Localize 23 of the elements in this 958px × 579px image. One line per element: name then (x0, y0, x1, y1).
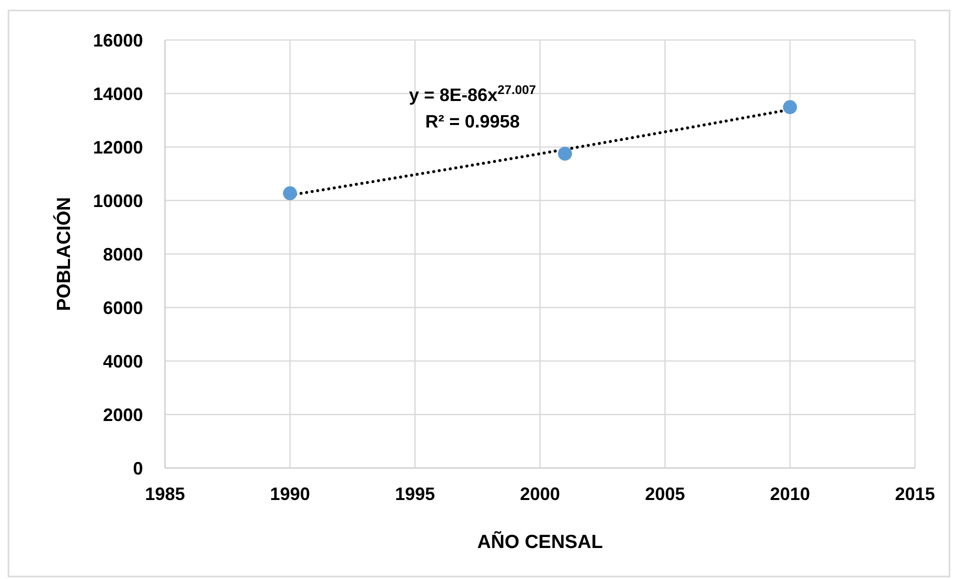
y-tick-label: 0 (132, 458, 143, 478)
x-tick-label: 2015 (894, 484, 936, 504)
point (283, 186, 297, 200)
x-axis-title: AÑO CENSAL (477, 531, 604, 553)
y-tick-label: 16000 (92, 30, 143, 50)
x-tick-label: 2000 (520, 484, 560, 504)
x-tick-label: 1990 (270, 484, 310, 504)
y-tick-label: 14000 (92, 84, 143, 104)
point (783, 100, 797, 114)
x-tick-label: 1985 (144, 484, 186, 504)
y-tick-label: 2000 (102, 404, 143, 425)
y-axis-title: POBLACIÓN (53, 197, 75, 311)
x-tick-label: 2010 (770, 484, 810, 504)
point (558, 146, 572, 161)
annotation: R² = 0.9958 (425, 112, 520, 132)
y-tick-label: 10000 (92, 190, 143, 211)
annotation: y = 8E-86x$^{27.007}$ (408, 82, 536, 105)
y-tick-label: 4000 (102, 351, 143, 372)
y-tick-label: 6000 (102, 298, 143, 318)
x-tick-label: 2005 (644, 484, 686, 504)
x-tick-label: 1995 (394, 484, 436, 504)
y-tick-label: 8000 (102, 244, 143, 264)
y-tick-label: 12000 (92, 137, 143, 158)
